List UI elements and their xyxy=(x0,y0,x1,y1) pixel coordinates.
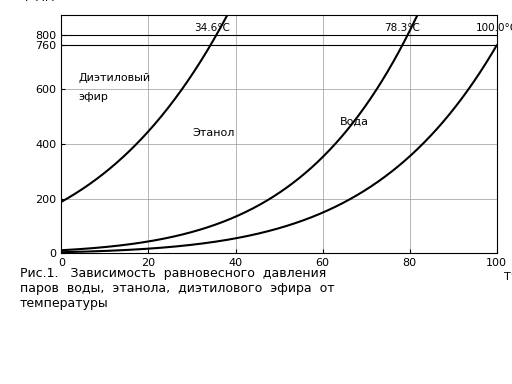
Text: 78.3°C: 78.3°C xyxy=(385,23,420,33)
Y-axis label: P ММ: P ММ xyxy=(25,0,54,3)
Text: Диэтиловый: Диэтиловый xyxy=(79,73,151,83)
Text: эфир: эфир xyxy=(79,92,109,102)
Text: Вода: Вода xyxy=(340,117,369,127)
X-axis label: T°C: T°C xyxy=(504,273,512,283)
Text: Этанол: Этанол xyxy=(192,127,234,137)
Text: Рис.1.   Зависимость  равновесного  давления
паров  воды,  этанола,  диэтилового: Рис.1. Зависимость равновесного давления… xyxy=(20,267,335,310)
Text: 100.0°C: 100.0°C xyxy=(476,23,512,33)
Text: 34.6°C: 34.6°C xyxy=(194,23,230,33)
